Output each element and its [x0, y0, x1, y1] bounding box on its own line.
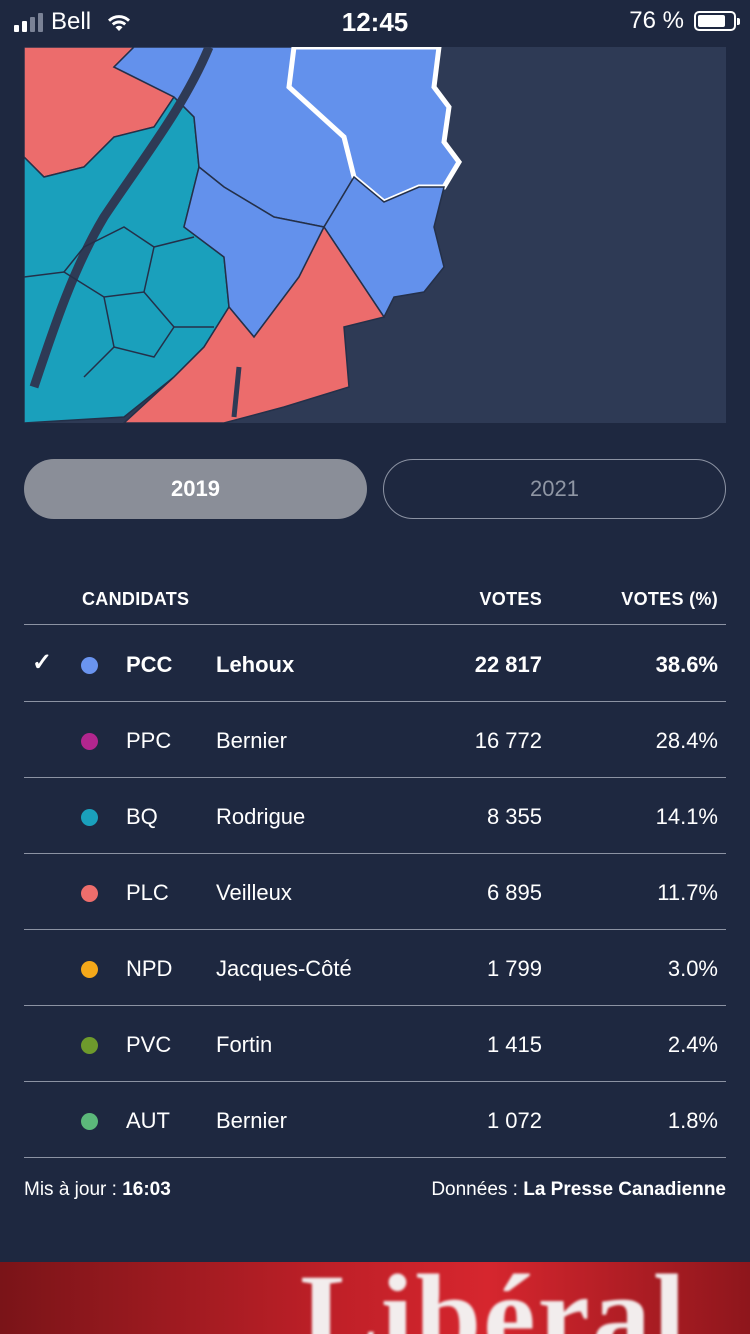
header-candidates: CANDIDATS [82, 589, 190, 609]
party-abbr: NPD [126, 956, 173, 981]
vote-percent: 28.4% [655, 728, 718, 753]
river [29, 47, 214, 389]
year-2019-button[interactable]: 2019 [24, 459, 367, 519]
party-color-dot [81, 961, 98, 978]
candidate-name: Jacques-Côté [216, 956, 352, 981]
candidate-name: Rodrigue [216, 804, 306, 829]
updated-info: Mis à jour : 16:03 [24, 1179, 171, 1201]
status-bar: Bell 12:45 76 % [0, 0, 750, 44]
vote-count: 16 772 [474, 728, 542, 753]
river-branch [231, 366, 242, 418]
clock: 12:45 [341, 7, 409, 37]
results-table-header: CANDIDATS VOTES VOTES (%) [24, 576, 726, 625]
party-color-dot [81, 885, 98, 902]
party-color-dot [81, 1037, 98, 1054]
source-info: Données : La Presse Canadienne [431, 1179, 726, 1201]
status-right: 76 % [629, 7, 740, 35]
vote-percent: 11.7% [657, 880, 718, 905]
vote-percent: 38.6% [655, 652, 718, 677]
vote-percent: 3.0% [667, 956, 718, 981]
table-row: AUT Bernier 1 072 1.8% [24, 1082, 726, 1158]
vote-count: 22 817 [474, 652, 542, 677]
updated-label: Mis à jour : [24, 1179, 123, 1200]
party-abbr: PLC [126, 880, 169, 905]
table-row: PPC Bernier 16 772 28.4% [24, 702, 726, 778]
banner-word: Libéral [300, 1262, 688, 1334]
table-row: PLC Veilleux 6 895 11.7% [24, 854, 726, 930]
party-color-dot [81, 1113, 98, 1130]
status-left: Bell [14, 8, 133, 36]
candidate-name: Lehoux [216, 652, 295, 677]
vote-percent: 2.4% [667, 1032, 718, 1057]
battery-icon [694, 11, 740, 31]
riding-map[interactable] [24, 47, 726, 423]
candidate-name: Bernier [216, 1108, 287, 1133]
party-abbr: AUT [126, 1108, 170, 1133]
battery-percent: 76 % [629, 7, 684, 34]
year-2021-button[interactable]: 2021 [383, 459, 726, 519]
party-color-dot [81, 657, 98, 674]
region-plc-south[interactable] [122, 225, 386, 423]
header-votes: VOTES [479, 589, 542, 609]
vote-count: 1 415 [486, 1032, 542, 1057]
party-color-dot [81, 733, 98, 750]
map-svg [24, 47, 726, 423]
article-image[interactable]: Libéral [0, 1262, 750, 1334]
source-name: La Presse Canadienne [523, 1179, 726, 1200]
winner-check-icon: ✓ [32, 649, 53, 676]
candidate-name: Fortin [216, 1032, 273, 1057]
source-label: Données : [431, 1179, 524, 1200]
vote-percent: 1.8% [667, 1108, 718, 1133]
vote-percent: 14.1% [655, 804, 718, 829]
header-percent: VOTES (%) [621, 589, 718, 609]
party-abbr: PPC [126, 728, 172, 753]
signal-icon [14, 12, 43, 32]
wifi-icon [108, 15, 131, 31]
table-row: BQ Rodrigue 8 355 14.1% [24, 778, 726, 854]
party-abbr: BQ [126, 804, 158, 829]
vote-count: 1 072 [486, 1108, 542, 1133]
vote-count: 1 799 [486, 956, 542, 981]
party-color-dot [81, 809, 98, 826]
candidate-name: Bernier [216, 728, 287, 753]
table-row: PVC Fortin 1 415 2.4% [24, 1006, 726, 1082]
bq-boundaries [24, 226, 214, 378]
table-row: ✓ PCC Lehoux 22 817 38.6% [24, 626, 726, 702]
carrier-name: Bell [51, 8, 92, 35]
party-abbr: PVC [126, 1032, 172, 1057]
vote-count: 6 895 [486, 880, 542, 905]
candidate-name: Veilleux [216, 880, 292, 905]
party-abbr: PCC [126, 652, 173, 677]
vote-count: 8 355 [486, 804, 542, 829]
table-row: NPD Jacques-Côté 1 799 3.0% [24, 930, 726, 1006]
updated-time: 16:03 [122, 1179, 171, 1200]
results-table: ✓ PCC Lehoux 22 817 38.6% PPC Bernier 16… [24, 626, 726, 1158]
